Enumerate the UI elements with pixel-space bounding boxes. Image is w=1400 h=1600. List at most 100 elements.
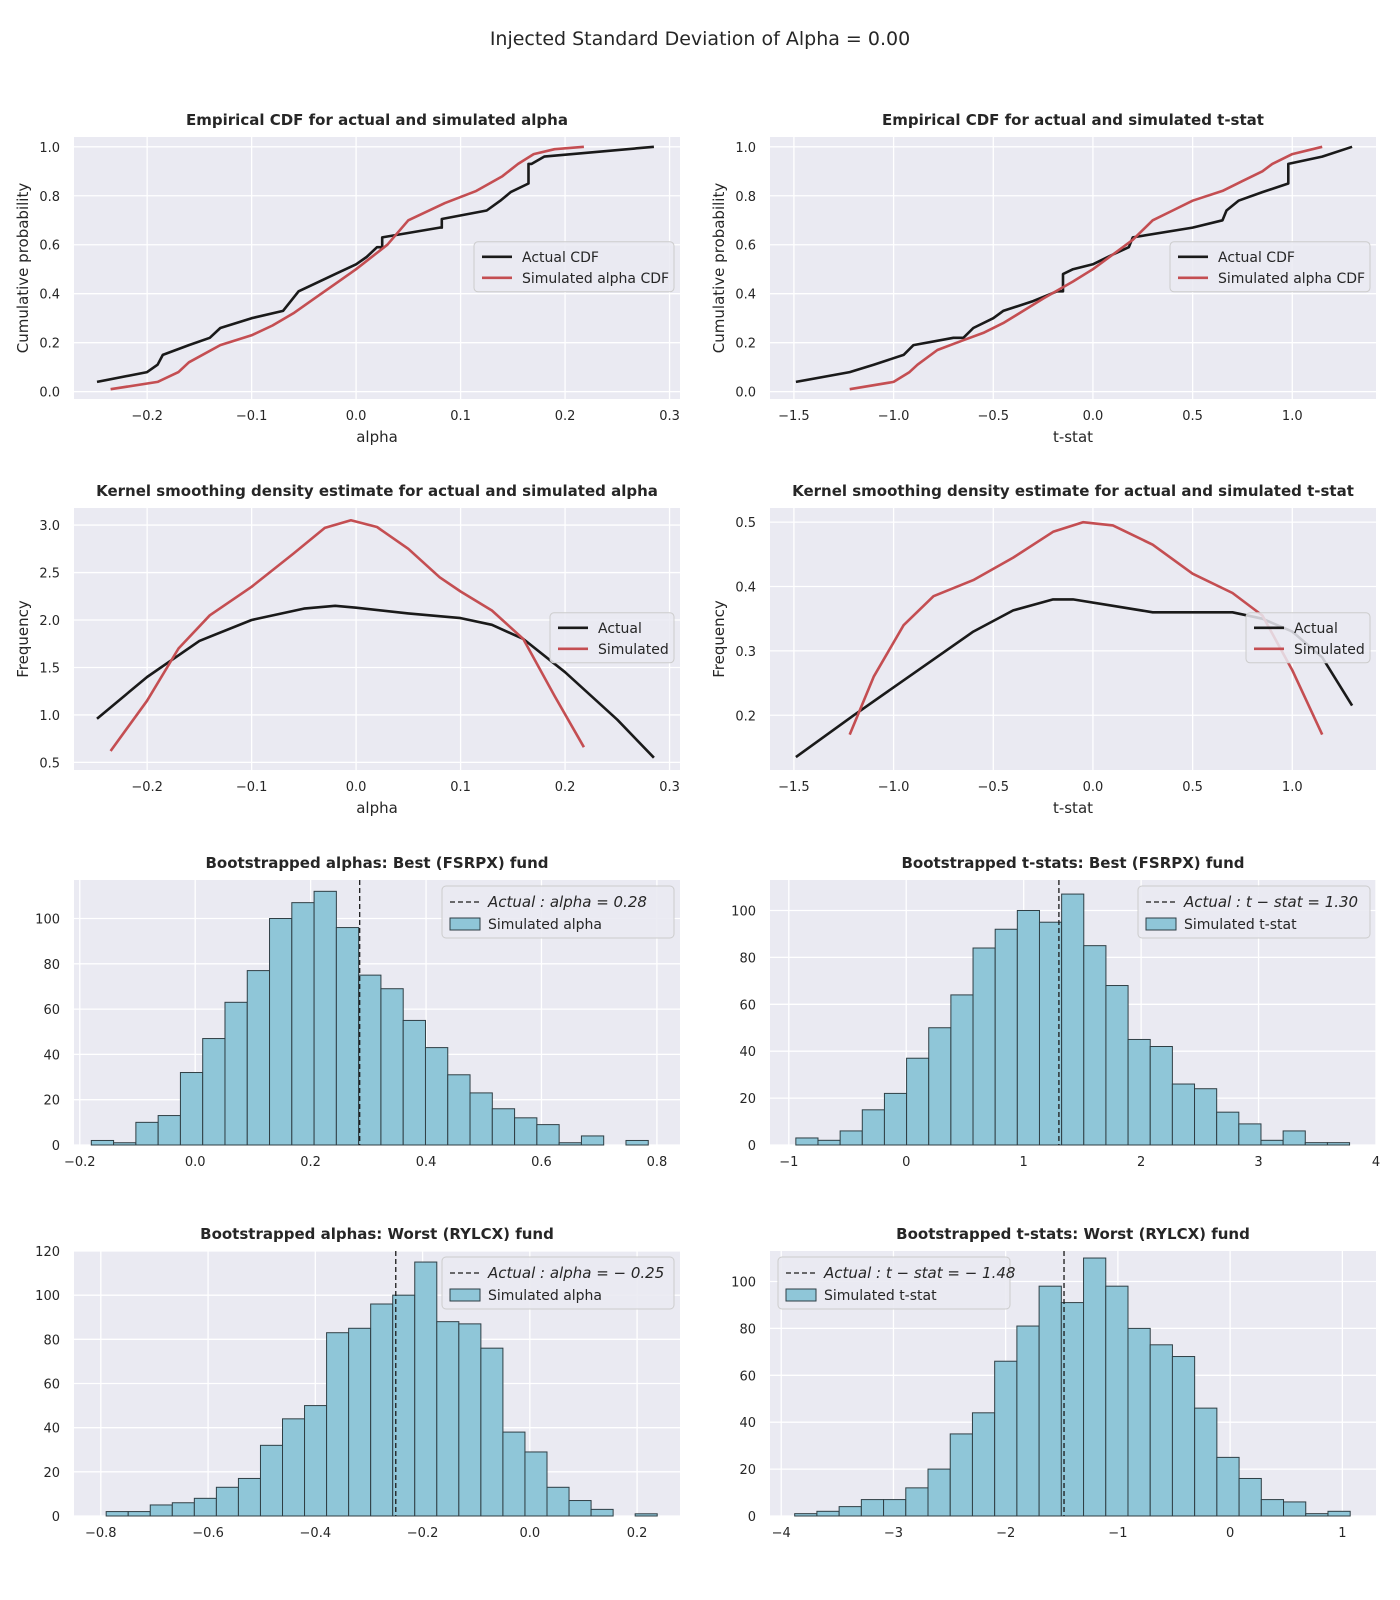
histogram-bar: [1194, 1088, 1218, 1146]
histogram-bar: [1216, 1456, 1240, 1517]
histogram-bar: [224, 1001, 248, 1146]
histogram-bar: [269, 918, 293, 1146]
histogram-bar: [994, 1360, 1018, 1517]
histogram-bar: [994, 928, 1018, 1146]
legend-box: [1169, 241, 1371, 293]
legend-label: Actual: [1294, 621, 1338, 637]
legend-label: Simulated alpha: [488, 1288, 602, 1304]
y-tick-label: 40: [43, 1048, 60, 1063]
histogram-bar: [480, 1347, 504, 1517]
x-tick-label: −0.2: [407, 1526, 439, 1541]
x-tick-label: 0: [902, 1155, 910, 1170]
legend-label: Actual : alpha = − 0.25: [487, 1264, 664, 1282]
x-tick-label: 0.1: [450, 780, 471, 795]
histogram-bar: [568, 1500, 592, 1517]
x-tick-label: 0.2: [627, 1526, 648, 1541]
y-tick-label: 100: [35, 1289, 60, 1304]
legend-label: Simulated alpha CDF: [1218, 271, 1365, 287]
series-line-actual: [96, 145, 655, 384]
legend-swatch: [449, 1288, 481, 1302]
series-line-actual: [795, 145, 1353, 384]
x-tick-label: −3: [884, 1526, 903, 1541]
histogram-bar: [469, 1092, 493, 1146]
histogram-bar: [127, 1511, 151, 1517]
legend-label: Actual CDF: [522, 250, 599, 266]
legend-label: Simulated alpha: [488, 917, 602, 933]
histogram-bar: [149, 1504, 173, 1517]
legend-label: Simulated t-stat: [824, 1288, 937, 1304]
histogram-bar: [1105, 985, 1129, 1146]
y-tick-label: 3.0: [39, 519, 60, 534]
histogram-bar: [883, 1499, 907, 1517]
x-axis-label: t-stat: [1053, 428, 1093, 446]
x-tick-label: −4: [772, 1526, 791, 1541]
histogram-bar: [1282, 1130, 1306, 1146]
histogram-bar: [1304, 1142, 1328, 1146]
panel-kde-tstat: −1.5 −1.0 −0.5 0.0 0.5 1.0 0.2 0.3 0.4 0.5 Kernel …: [710, 482, 1376, 817]
histogram-bar: [424, 1047, 449, 1146]
y-tick-label: 80: [43, 958, 60, 973]
legend-swatch: [785, 1288, 817, 1302]
x-tick-label: −0.4: [300, 1526, 332, 1541]
histogram-bar: [817, 1139, 841, 1146]
legend-label: Simulated: [1294, 642, 1365, 658]
y-tick-label: 60: [739, 998, 756, 1013]
histogram-bar: [291, 902, 315, 1146]
x-tick-label: −1: [779, 1155, 798, 1170]
y-tick-label: 40: [739, 1045, 756, 1060]
y-tick-label: 0.4: [735, 581, 756, 596]
series-line-actual: [96, 604, 655, 759]
y-tick-label: 0.4: [735, 288, 756, 303]
chart-title: Kernel smoothing density estimate for ac…: [96, 482, 658, 500]
histogram-bar: [927, 1468, 951, 1517]
x-tick-label: 4: [1372, 1155, 1380, 1170]
y-tick-label: 0.5: [39, 756, 60, 771]
histogram-bar: [1016, 909, 1040, 1146]
x-tick-label: 0.6: [531, 1155, 552, 1170]
x-tick-label: −1.5: [778, 780, 810, 795]
histogram-bar: [1083, 945, 1107, 1146]
y-tick-label: 0.2: [39, 337, 60, 352]
histogram-bar: [1083, 1257, 1107, 1517]
histogram-bar: [580, 1135, 605, 1146]
histogram-bar: [971, 1412, 996, 1517]
legend-box: [441, 1256, 675, 1310]
histogram-bar: [1171, 1083, 1196, 1146]
histogram-bar: [861, 1109, 885, 1146]
legend-label: Actual: [598, 621, 642, 637]
histogram-bar: [928, 1027, 952, 1146]
y-tick-label: 40: [739, 1416, 756, 1431]
histogram-bar: [447, 1074, 471, 1146]
histogram-bar: [491, 1108, 516, 1146]
x-axis-label: t-stat: [1053, 799, 1093, 817]
histogram-bar: [1194, 1407, 1218, 1517]
histogram-bar: [524, 1451, 548, 1517]
histogram-bar: [237, 1477, 261, 1517]
y-tick-label: 0.6: [39, 239, 60, 254]
y-tick-label: 80: [739, 1322, 756, 1337]
histogram-bar: [202, 1038, 226, 1146]
histogram-bar: [1127, 1327, 1151, 1517]
chart-title: Empirical CDF for actual and simulated t…: [882, 111, 1264, 129]
x-tick-label: 1.0: [1282, 780, 1303, 795]
legend-box: [777, 1256, 1011, 1310]
y-tick-label: 2.0: [39, 614, 60, 629]
x-axis-label: alpha: [356, 799, 398, 817]
histogram-bar: [135, 1121, 159, 1146]
histogram-bar: [326, 1332, 350, 1517]
x-tick-label: 0.0: [519, 1526, 540, 1541]
histogram-bar: [414, 1261, 438, 1517]
legend: Actual Simulated: [549, 612, 675, 664]
panel-boot-alpha-worst: −0.8 −0.6 −0.4 −0.2 0.0 0.2 0 20 40 60 80 100 120 Boo…: [35, 1225, 680, 1541]
y-tick-label: 0.5: [735, 516, 756, 531]
legend-box: [1245, 612, 1371, 664]
legend-box: [1137, 885, 1371, 939]
histogram-bar: [1038, 1285, 1062, 1517]
histogram-bar: [794, 1513, 818, 1517]
panel-cdf-alpha: −0.2 −0.1 0.0 0.1 0.2 0.3 0.0 0.2 0.4 0.6 0.8 1.0 Em…: [14, 111, 680, 446]
chart-title: Bootstrapped t-stats: Best (FSRPX) fund: [901, 854, 1244, 872]
x-tick-label: 0.1: [450, 409, 471, 424]
y-tick-label: 100: [731, 904, 756, 919]
x-tick-label: −0.1: [236, 780, 268, 795]
y-tick-label: 0.2: [735, 337, 756, 352]
